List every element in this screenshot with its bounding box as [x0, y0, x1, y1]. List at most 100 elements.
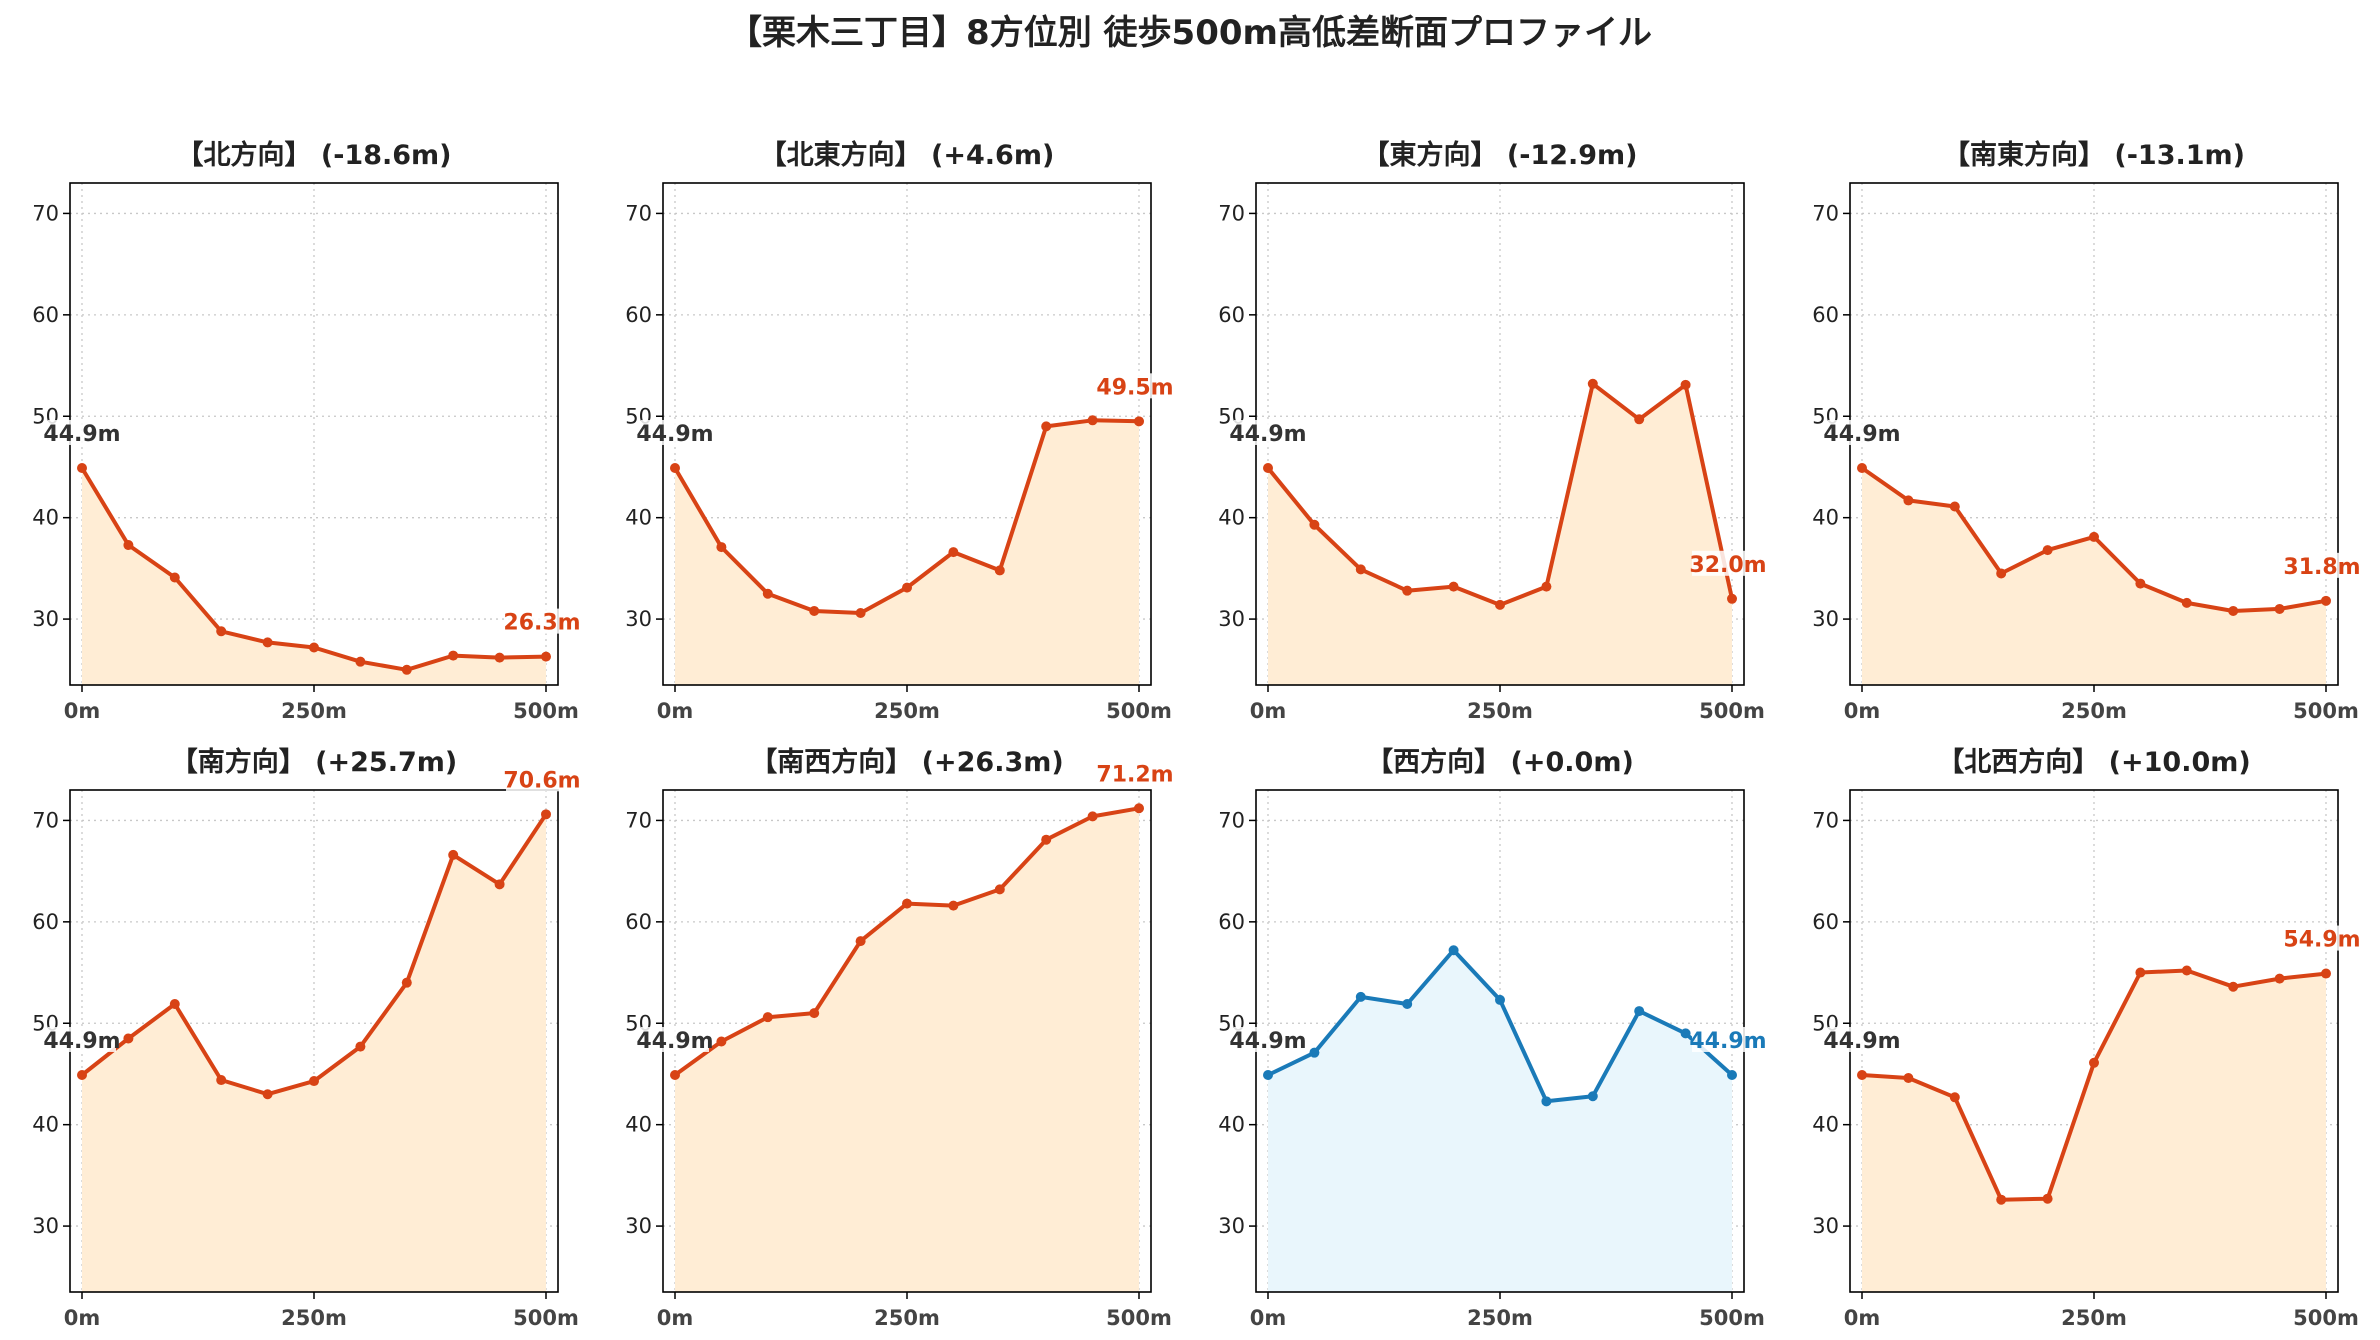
- data-point: [1263, 462, 1273, 473]
- x-tick-label: 500m: [1106, 699, 1172, 723]
- data-point: [902, 898, 912, 909]
- data-point: [2228, 981, 2239, 992]
- end-label-bg: [2286, 552, 2358, 578]
- data-point: [1996, 568, 2007, 579]
- start-label: 44.9m: [636, 1029, 713, 1054]
- data-point: [2135, 578, 2146, 589]
- data-point: [2228, 605, 2239, 616]
- y-tick-label: 30: [1812, 607, 1839, 631]
- start-label: 44.9m: [1229, 1029, 1306, 1054]
- end-label: 49.5m: [1096, 375, 1173, 400]
- end-label-bg: [1099, 373, 1171, 399]
- data-point: [448, 849, 459, 860]
- data-point: [1448, 945, 1459, 956]
- data-point: [216, 626, 227, 637]
- y-tick-label: 70: [32, 808, 59, 832]
- data-point: [1727, 593, 1737, 604]
- x-tick-label: 500m: [513, 1306, 579, 1330]
- data-point: [994, 884, 1005, 895]
- data-point: [1857, 1069, 1867, 1080]
- data-point: [1949, 501, 1960, 512]
- data-point: [77, 1069, 87, 1080]
- data-point: [1680, 1028, 1691, 1039]
- data-point: [1041, 834, 1052, 845]
- data-point: [1541, 1096, 1552, 1107]
- data-point: [809, 1008, 820, 1019]
- area-fill: [675, 420, 1139, 685]
- start-label-bg: [1828, 1026, 1896, 1052]
- data-point: [762, 1012, 773, 1023]
- data-point: [2321, 968, 2331, 979]
- x-tick-label: 0m: [1250, 699, 1287, 723]
- start-label-bg: [1234, 1026, 1302, 1052]
- chart-title: 【北東方向】 (+4.6m): [760, 139, 1055, 171]
- data-point: [1634, 414, 1645, 425]
- end-label: 71.2m: [1096, 762, 1173, 787]
- data-point: [1448, 581, 1459, 592]
- end-label-bg: [2286, 925, 2358, 951]
- data-point: [809, 605, 820, 616]
- data-point: [670, 462, 680, 473]
- start-label-bg: [1828, 419, 1896, 445]
- y-tick-label: 70: [625, 201, 652, 225]
- end-label: 54.9m: [2283, 928, 2360, 953]
- x-tick-label: 250m: [874, 699, 940, 723]
- start-label: 44.9m: [43, 1029, 120, 1054]
- end-label: 44.9m: [1689, 1029, 1766, 1054]
- data-point: [994, 565, 1005, 576]
- x-tick-label: 250m: [1467, 1306, 1533, 1330]
- y-tick-label: 40: [1218, 506, 1245, 530]
- y-tick-label: 60: [625, 910, 652, 934]
- data-point: [1541, 581, 1552, 592]
- data-point: [216, 1075, 227, 1086]
- y-tick-label: 70: [1218, 808, 1245, 832]
- y-tick-label: 60: [32, 910, 59, 934]
- y-tick-label: 30: [1812, 1214, 1839, 1238]
- end-label-bg: [506, 608, 578, 634]
- data-point: [670, 1069, 680, 1080]
- data-point: [948, 900, 959, 911]
- y-tick-label: 30: [1218, 1214, 1245, 1238]
- x-tick-label: 0m: [657, 699, 694, 723]
- data-point: [1087, 415, 1098, 426]
- x-tick-label: 0m: [64, 699, 101, 723]
- data-point: [77, 462, 87, 473]
- data-point: [1134, 803, 1144, 814]
- data-point: [401, 977, 412, 988]
- data-point: [2181, 597, 2192, 608]
- y-tick-label: 40: [1812, 1113, 1839, 1137]
- data-point: [716, 542, 727, 553]
- area-fill: [1862, 468, 2326, 685]
- data-point: [2321, 595, 2331, 606]
- y-tick-label: 40: [32, 506, 59, 530]
- start-label: 44.9m: [636, 422, 713, 447]
- data-point: [355, 656, 366, 667]
- end-label: 70.6m: [503, 768, 580, 793]
- x-tick-label: 0m: [657, 1306, 694, 1330]
- end-label: 26.3m: [503, 611, 580, 636]
- data-point: [309, 1076, 319, 1087]
- data-point: [2042, 545, 2053, 556]
- area-fill: [82, 814, 546, 1292]
- data-point: [262, 637, 273, 648]
- area-fill: [675, 808, 1139, 1292]
- data-point: [2135, 967, 2146, 978]
- y-tick-label: 40: [1812, 506, 1839, 530]
- data-point: [1402, 585, 1413, 596]
- data-point: [1402, 998, 1413, 1009]
- data-point: [1309, 519, 1320, 530]
- data-point: [855, 936, 866, 947]
- data-point: [1309, 1047, 1320, 1058]
- area-fill: [1862, 970, 2326, 1292]
- x-tick-label: 250m: [2061, 699, 2127, 723]
- y-tick-label: 30: [32, 1214, 59, 1238]
- start-label-bg: [641, 419, 709, 445]
- data-point: [2089, 531, 2099, 542]
- x-tick-label: 500m: [1106, 1306, 1172, 1330]
- x-tick-label: 250m: [281, 699, 347, 723]
- data-point: [2042, 1193, 2053, 1204]
- data-point: [1857, 462, 1867, 473]
